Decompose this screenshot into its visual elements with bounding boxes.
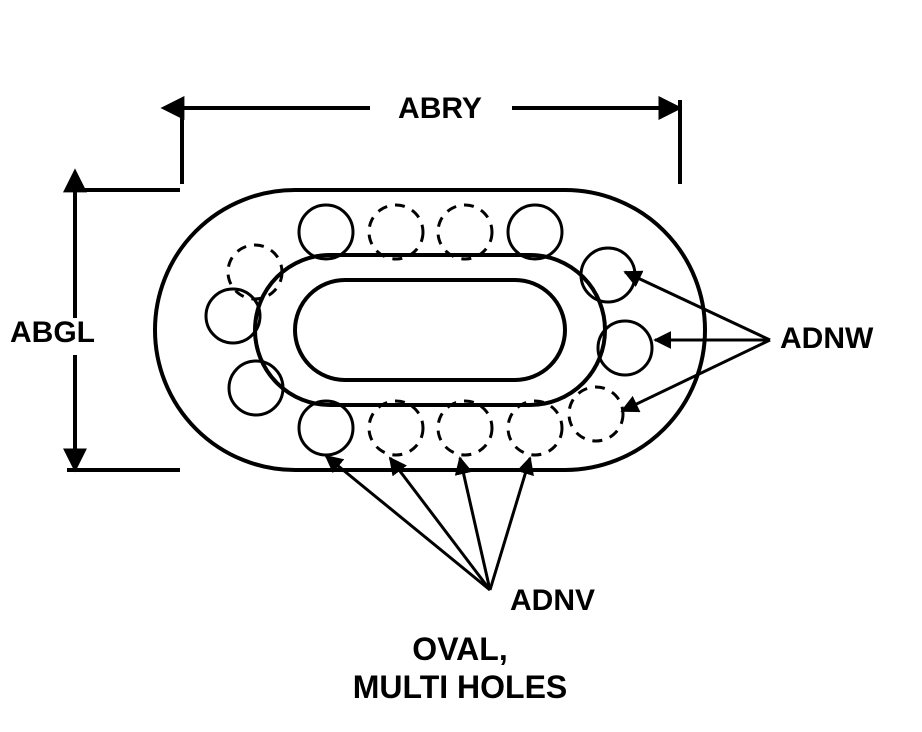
hole-solid <box>206 289 260 343</box>
outer-oval <box>155 190 705 470</box>
leader-bottom <box>326 456 530 590</box>
hole-dashed <box>369 205 423 259</box>
hole-dashed <box>438 205 492 259</box>
hole-dashed <box>569 387 623 441</box>
dimension-left-label: ABGL <box>10 316 95 349</box>
hole-solid <box>299 205 353 259</box>
hole-solid <box>508 205 562 259</box>
diagram-title-line2: MULTI HOLES <box>353 669 568 705</box>
hole-solid <box>299 401 353 455</box>
dimension-top-label: ABRY <box>398 92 482 125</box>
hole-solid <box>598 321 652 375</box>
inner-oval <box>295 280 565 380</box>
hole-dashed <box>228 245 282 299</box>
leader-right-label: ADNW <box>780 322 874 355</box>
solid-holes-group <box>206 205 652 455</box>
diagram-title-line1: OVAL, <box>412 631 507 667</box>
hole-solid <box>581 248 635 302</box>
leader-right <box>622 272 770 411</box>
middle-oval <box>255 255 605 405</box>
hole-dashed <box>438 401 492 455</box>
hole-solid <box>229 361 283 415</box>
hole-dashed <box>369 401 423 455</box>
leader-bottom-label: ADNV <box>510 584 595 617</box>
hole-dashed <box>508 401 562 455</box>
